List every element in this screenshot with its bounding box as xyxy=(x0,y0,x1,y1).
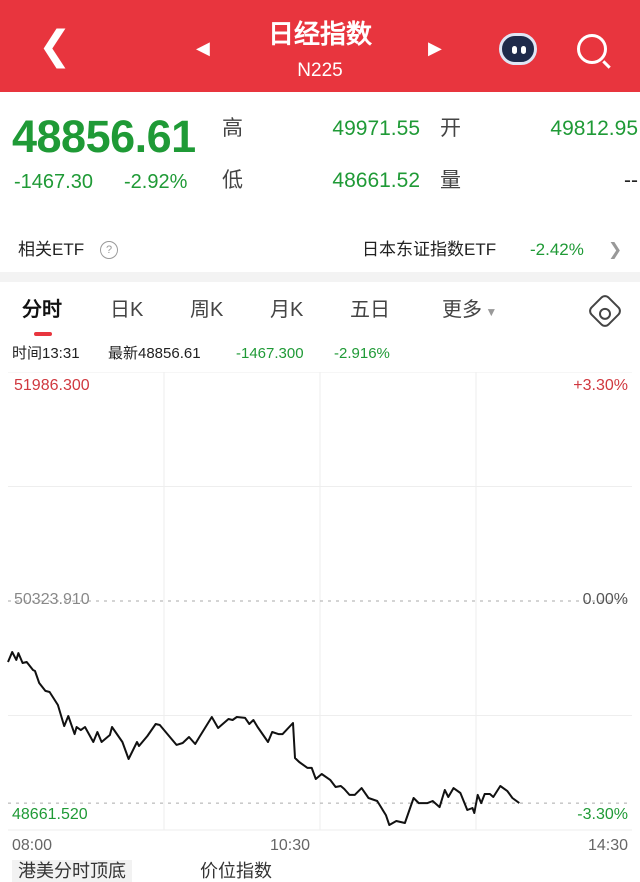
price-index-option[interactable]: 价位指数 xyxy=(200,861,272,881)
info-time: 时间13:31 xyxy=(12,345,80,362)
hk-us-indicator-dropdown[interactable]: 港美分时顶底 xyxy=(12,860,132,882)
volume-label: 量 xyxy=(440,169,461,192)
settings-icon[interactable] xyxy=(586,292,624,330)
x-tick-1030: 10:30 xyxy=(270,837,311,854)
index-code: N225 xyxy=(297,60,343,81)
intraday-chart[interactable] xyxy=(0,372,640,832)
volume-value: -- xyxy=(624,169,638,192)
x-tick-1430: 14:30 xyxy=(587,837,628,854)
open-value: 49812.95 xyxy=(550,117,638,140)
open-label: 开 xyxy=(440,117,461,140)
tab-intraday[interactable]: 分时 xyxy=(22,299,62,321)
x-tick-0800: 08:00 xyxy=(12,837,53,854)
related-etf-label: 相关ETF xyxy=(18,240,85,259)
tab-more[interactable]: 更多 ▼ xyxy=(442,298,497,324)
pct-label-mid: 0.00% xyxy=(582,591,628,608)
etf-change: -2.42% xyxy=(530,240,584,259)
tab-more-label: 更多 xyxy=(442,299,482,321)
page-title: 日经指数 xyxy=(267,19,372,49)
prev-arrow-icon[interactable]: ◀ xyxy=(196,38,210,58)
tab-five-day[interactable]: 五日 xyxy=(350,299,390,321)
tab-monthly-k[interactable]: 月K xyxy=(270,299,304,321)
high-label: 高 xyxy=(222,117,243,140)
active-tab-indicator xyxy=(34,332,52,336)
info-latest: 最新48856.61 xyxy=(108,345,201,362)
search-icon[interactable] xyxy=(577,34,607,64)
dropdown-arrow-icon: ▼ xyxy=(482,305,498,319)
low-label: 低 xyxy=(222,169,243,192)
tab-weekly-k[interactable]: 周K xyxy=(190,299,224,321)
y-label-top: 51986.300 xyxy=(14,377,90,394)
current-price: 48856.61 xyxy=(12,111,196,162)
pct-label-bottom: -3.30% xyxy=(577,806,628,823)
y-label-mid: 50323.910 xyxy=(14,591,90,608)
high-value: 49971.55 xyxy=(332,117,420,140)
price-line xyxy=(7,651,520,826)
header-bar: ❮ ◀ 日经指数 N225 ▶ xyxy=(0,0,640,92)
info-change-pct: -2.916% xyxy=(334,345,390,362)
next-arrow-icon[interactable]: ▶ xyxy=(428,38,442,58)
change-value: -1467.30 xyxy=(14,171,93,193)
help-icon[interactable]: ? xyxy=(100,241,118,259)
y-label-bottom: 48661.520 xyxy=(12,806,88,823)
divider xyxy=(0,272,640,282)
chevron-right-icon: ❯ xyxy=(608,240,623,259)
info-change: -1467.300 xyxy=(236,345,304,362)
change-percent: -2.92% xyxy=(124,171,188,193)
pct-label-top: +3.30% xyxy=(573,377,628,394)
tab-daily-k[interactable]: 日K xyxy=(110,299,144,321)
robot-assistant-icon[interactable] xyxy=(499,33,537,65)
low-value: 48661.52 xyxy=(332,169,420,192)
back-icon[interactable]: ❮ xyxy=(38,24,72,68)
etf-name: 日本东证指数ETF xyxy=(362,240,497,259)
